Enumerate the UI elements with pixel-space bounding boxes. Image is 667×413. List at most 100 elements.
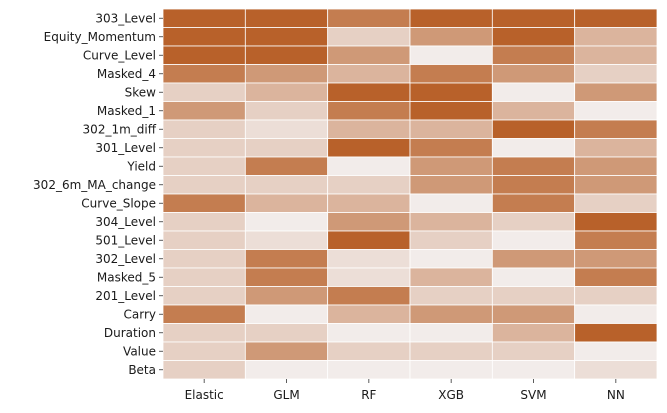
x-axis-tick-labels: Elastic GLM RF XGB SVM NN xyxy=(185,379,625,402)
heatmap-cell-303-level-nn xyxy=(574,8,658,28)
heatmap-cell-masked-1-svm xyxy=(491,101,576,121)
heatmap-cell-303-level-elastic xyxy=(162,8,246,28)
heatmap-cell-skew-glm xyxy=(244,82,329,102)
heatmap-cell-302-6m-ma-change-rf xyxy=(327,175,411,195)
heatmap-cell-curve-level-xgb xyxy=(409,45,493,65)
y-tick-label: 501_Level xyxy=(95,233,156,247)
heatmap-cell-yield-nn xyxy=(574,156,658,176)
y-tick-label: Carry xyxy=(124,307,157,321)
heatmap-cell-302-1m-diff-nn xyxy=(574,119,658,139)
heatmap-cell-301-level-elastic xyxy=(162,138,246,158)
heatmap-cell-masked-4-svm xyxy=(491,64,576,84)
heatmap-cell-duration-elastic xyxy=(162,323,246,343)
heatmap-cell-501-level-elastic xyxy=(162,230,246,250)
heatmap-cell-302-level-nn xyxy=(574,249,658,269)
heatmap-cell-302-level-xgb xyxy=(409,249,493,269)
heatmap-cell-303-level-svm xyxy=(491,8,576,28)
heatmap-cell-value-glm xyxy=(244,341,329,361)
heatmap-cell-303-level-xgb xyxy=(409,8,493,28)
x-tick-label: RF xyxy=(361,388,376,402)
heatmap-cell-equity-momentum-xgb xyxy=(409,27,493,47)
heatmap-cell-201-level-xgb xyxy=(409,286,493,306)
heatmap-cell-304-level-rf xyxy=(327,212,411,232)
heatmap-cell-value-xgb xyxy=(409,341,493,361)
heatmap-cell-skew-elastic xyxy=(162,82,246,102)
heatmap-cell-curve-slope-elastic xyxy=(162,193,246,213)
heatmap-cell-equity-momentum-nn xyxy=(574,27,658,47)
heatmap-cell-carry-glm xyxy=(244,304,329,324)
heatmap-cell-303-level-glm xyxy=(244,8,329,28)
heatmap-cell-302-1m-diff-glm xyxy=(244,119,329,139)
heatmap-cell-curve-slope-glm xyxy=(244,193,329,213)
heatmap-cell-skew-nn xyxy=(574,82,658,102)
heatmap-cell-duration-rf xyxy=(327,323,411,343)
heatmap-cell-302-6m-ma-change-glm xyxy=(244,175,329,195)
heatmap-cell-303-level-rf xyxy=(327,8,411,28)
y-tick-label: Skew xyxy=(125,85,157,99)
y-tick-label: 302_6m_MA_change xyxy=(33,178,156,192)
x-tick-label: Elastic xyxy=(185,388,224,402)
heatmap-cell-beta-glm xyxy=(244,360,329,380)
heatmap-cell-masked-1-glm xyxy=(244,101,329,121)
heatmap-cell-masked-4-xgb xyxy=(409,64,493,84)
heatmap-cell-masked-4-nn xyxy=(574,64,658,84)
heatmap-cell-masked-5-nn xyxy=(574,267,658,287)
heatmap-cells xyxy=(162,8,658,380)
heatmap-cell-301-level-rf xyxy=(327,138,411,158)
heatmap-cell-equity-momentum-elastic xyxy=(162,27,246,47)
y-tick-label: Masked_4 xyxy=(97,67,156,81)
y-tick-label: Yield xyxy=(126,159,156,173)
heatmap-cell-304-level-nn xyxy=(574,212,658,232)
heatmap-cell-302-level-svm xyxy=(491,249,576,269)
heatmap-cell-beta-xgb xyxy=(409,360,493,380)
heatmap-cell-301-level-svm xyxy=(491,138,576,158)
y-tick-label: 302_1m_diff xyxy=(83,122,157,136)
heatmap-cell-501-level-svm xyxy=(491,230,576,250)
heatmap-cell-301-level-nn xyxy=(574,138,658,158)
heatmap-cell-curve-level-glm xyxy=(244,45,329,65)
heatmap-cell-201-level-svm xyxy=(491,286,576,306)
heatmap-cell-302-6m-ma-change-elastic xyxy=(162,175,246,195)
heatmap-cell-masked-5-elastic xyxy=(162,267,246,287)
heatmap-cell-masked-1-elastic xyxy=(162,101,246,121)
heatmap-cell-curve-level-rf xyxy=(327,45,411,65)
heatmap-cell-carry-rf xyxy=(327,304,411,324)
y-tick-label: Value xyxy=(123,344,156,358)
heatmap-cell-value-elastic xyxy=(162,341,246,361)
heatmap-cell-masked-4-elastic xyxy=(162,64,246,84)
heatmap-cell-curve-slope-nn xyxy=(574,193,658,213)
heatmap-cell-carry-nn xyxy=(574,304,658,324)
y-tick-label: Masked_1 xyxy=(97,104,156,118)
heatmap-cell-yield-svm xyxy=(491,156,576,176)
heatmap-cell-masked-5-xgb xyxy=(409,267,493,287)
heatmap-cell-302-6m-ma-change-nn xyxy=(574,175,658,195)
heatmap-cell-equity-momentum-svm xyxy=(491,27,576,47)
heatmap-cell-302-1m-diff-svm xyxy=(491,119,576,139)
y-tick-label: 301_Level xyxy=(95,141,156,155)
heatmap-cell-301-level-glm xyxy=(244,138,329,158)
heatmap-cell-201-level-glm xyxy=(244,286,329,306)
heatmap-cell-302-level-rf xyxy=(327,249,411,269)
heatmap-cell-302-level-elastic xyxy=(162,249,246,269)
heatmap-cell-duration-xgb xyxy=(409,323,493,343)
heatmap-cell-skew-rf xyxy=(327,82,411,102)
heatmap-cell-304-level-xgb xyxy=(409,212,493,232)
y-tick-label: 201_Level xyxy=(95,289,156,303)
y-tick-label: 303_Level xyxy=(95,11,156,25)
heatmap-cell-201-level-nn xyxy=(574,286,658,306)
heatmap-cell-masked-5-glm xyxy=(244,267,329,287)
heatmap-cell-carry-xgb xyxy=(409,304,493,324)
heatmap-cell-equity-momentum-glm xyxy=(244,27,329,47)
heatmap-cell-302-6m-ma-change-svm xyxy=(491,175,576,195)
heatmap-cell-302-1m-diff-xgb xyxy=(409,119,493,139)
heatmap-cell-carry-svm xyxy=(491,304,576,324)
heatmap-cell-302-1m-diff-rf xyxy=(327,119,411,139)
y-tick-label: Duration xyxy=(104,326,156,340)
heatmap-cell-curve-level-svm xyxy=(491,45,576,65)
heatmap-cell-302-level-glm xyxy=(244,249,329,269)
heatmap-cell-value-svm xyxy=(491,341,576,361)
heatmap-cell-302-6m-ma-change-xgb xyxy=(409,175,493,195)
y-tick-label: 304_Level xyxy=(95,215,156,229)
x-tick-label: SVM xyxy=(520,388,546,402)
heatmap-cell-304-level-svm xyxy=(491,212,576,232)
